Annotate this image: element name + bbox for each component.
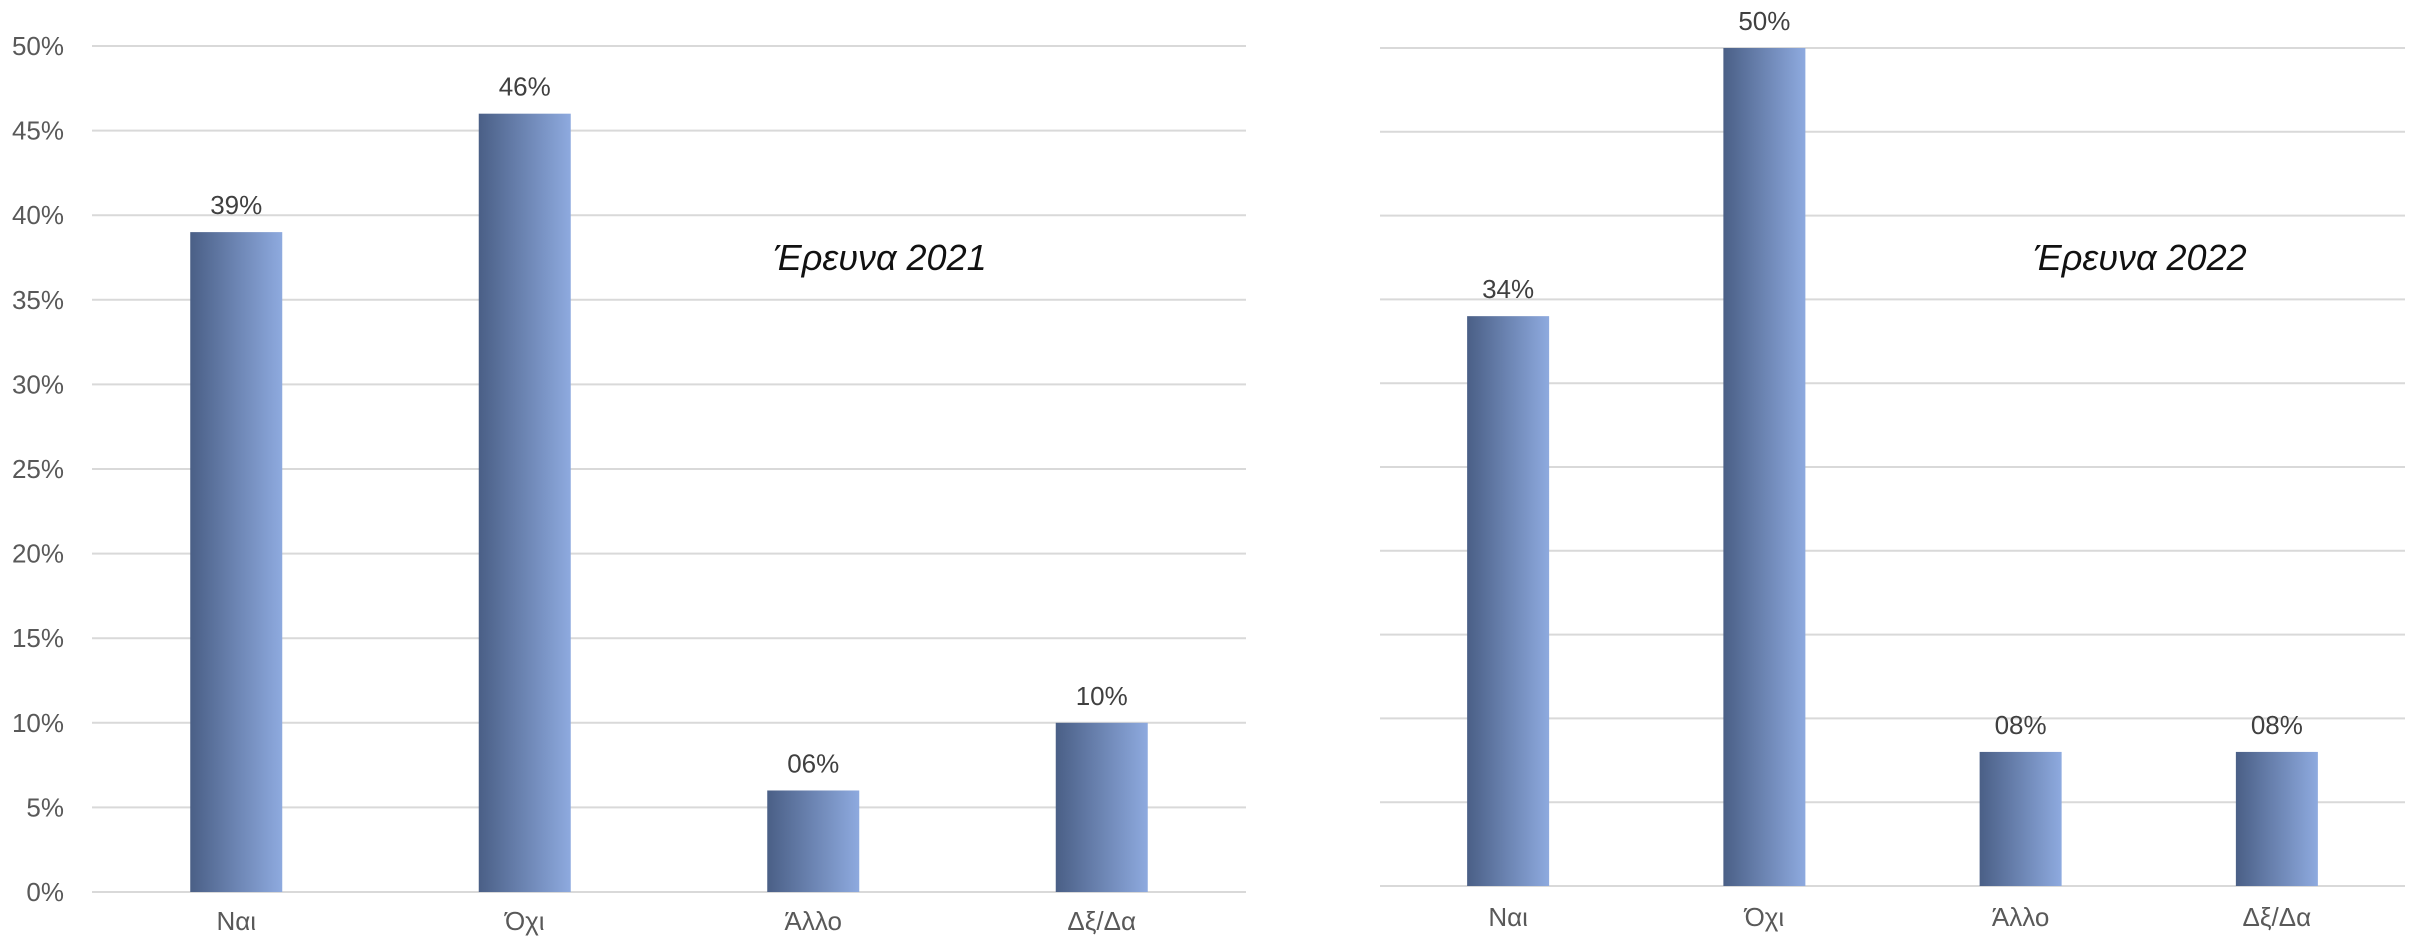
bar — [1979, 751, 2062, 886]
bar — [478, 113, 571, 893]
bar — [1055, 722, 1148, 892]
category-label: Άλλο — [1992, 902, 2049, 932]
y-tick-label: 45% — [12, 116, 64, 146]
data-label: 10% — [1076, 681, 1128, 711]
y-tick-label: 15% — [12, 623, 64, 653]
category-label: Όχι — [504, 906, 545, 936]
category-label: Δξ/Δα — [1067, 906, 1136, 936]
category-label: Άλλο — [785, 906, 842, 936]
y-tick-label: 20% — [12, 539, 64, 569]
y-tick-label: 0% — [26, 877, 64, 907]
bar — [1723, 48, 1806, 886]
data-label: 06% — [787, 748, 839, 778]
category-label: Ναι — [1488, 902, 1528, 932]
category-label: Όχι — [1744, 902, 1785, 932]
y-tick-label: 5% — [26, 792, 64, 822]
bar — [2235, 751, 2318, 886]
y-tick-label: 40% — [12, 200, 64, 230]
chart-2022: 34% Ναι 50% Όχι 08% Άλλο 08% Δξ/Δα Έρευνα 2022 — [1380, 6, 2405, 932]
y-tick-label: 10% — [12, 708, 64, 738]
category-label: Ναι — [216, 906, 256, 936]
chart-title: Έρευνα 2021 — [773, 237, 986, 278]
data-label: 46% — [499, 72, 551, 102]
y-tick-label: 30% — [12, 369, 64, 399]
bar — [767, 790, 860, 892]
data-label: 34% — [1482, 274, 1534, 304]
data-label: 39% — [210, 190, 262, 220]
y-tick-label: 50% — [12, 31, 64, 61]
category-label: Δξ/Δα — [2243, 902, 2312, 932]
bar — [190, 232, 283, 892]
chart-title: Έρευνα 2022 — [2033, 237, 2246, 278]
bar — [1467, 316, 1550, 886]
y-tick-label: 35% — [12, 285, 64, 315]
data-label: 50% — [1738, 6, 1790, 36]
data-label: 08% — [2251, 710, 2303, 740]
y-tick-label: 25% — [12, 454, 64, 484]
data-label: 08% — [1995, 710, 2047, 740]
chart-2021: 0% 5% 10% 15% 20% 25% 30% 35% 40% 45% 50% 39% Ναι 46%… — [12, 31, 1246, 936]
